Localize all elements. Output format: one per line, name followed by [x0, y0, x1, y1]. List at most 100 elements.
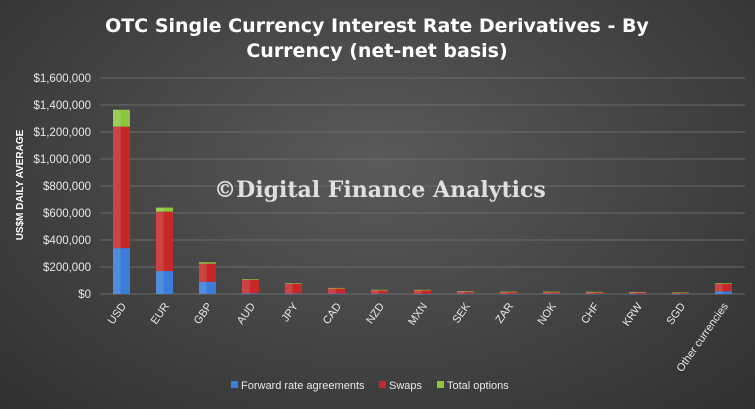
bars — [113, 109, 732, 295]
x-tick-label: EUR — [149, 301, 172, 327]
legend: Forward rate agreements Swaps Total option… — [231, 380, 509, 392]
bar-highlight — [371, 290, 379, 294]
x-tick-label: MXN — [406, 301, 430, 328]
bar-segment-forward-rate-agreements — [629, 293, 646, 295]
bar-segment-total-options — [543, 291, 560, 293]
bar-segment-forward-rate-agreements — [715, 291, 732, 294]
bar-segment-swaps — [672, 292, 689, 294]
bar-highlight — [371, 293, 379, 295]
bar-segment-forward-rate-agreements — [500, 293, 517, 295]
bar-segment-total-options — [715, 283, 732, 284]
bar-highlight — [156, 271, 164, 294]
bar-segment-swaps — [629, 292, 646, 294]
bar-segment-swaps — [113, 126, 130, 249]
bar-highlight — [328, 288, 336, 294]
x-tick-label: ZAR — [494, 301, 516, 326]
bar-highlight — [285, 283, 293, 294]
bar-segment-swaps — [414, 290, 431, 294]
bar-highlight — [457, 291, 465, 294]
bar-segment-total-options — [371, 289, 388, 291]
bar-highlight — [543, 293, 551, 295]
bar-highlight — [629, 291, 637, 293]
bar-segment-swaps — [242, 279, 259, 294]
bar-segment-swaps — [500, 291, 517, 294]
bar-highlight — [629, 293, 637, 295]
legend-swatch-total-options — [437, 381, 444, 388]
bar-highlight — [715, 283, 723, 284]
bar-highlight — [242, 293, 250, 294]
bar-highlight — [199, 262, 207, 264]
bar-segment-total-options — [328, 287, 345, 289]
bar-highlight — [457, 293, 465, 295]
x-tick-label: SEK — [451, 300, 474, 325]
bar-segment-swaps — [285, 283, 302, 294]
bar-highlight — [500, 291, 508, 293]
bar-segment-forward-rate-agreements — [371, 293, 388, 295]
y-tick-label: $200,000 — [43, 262, 91, 274]
bar-highlight — [672, 292, 680, 294]
bar-highlight — [543, 291, 551, 294]
bar-highlight — [586, 291, 594, 294]
bar-segment-swaps — [457, 291, 474, 294]
x-tick-label: USD — [106, 301, 129, 327]
bar-highlight — [156, 211, 164, 272]
legend-label: Total options — [447, 380, 509, 392]
bar-highlight — [242, 279, 250, 294]
legend-swatch-swaps — [379, 381, 386, 388]
bar-highlight — [113, 248, 121, 294]
bar-highlight — [414, 290, 422, 294]
x-tick-label: SGD — [664, 301, 688, 327]
bar-highlight — [328, 293, 336, 295]
bar-segment-forward-rate-agreements — [414, 293, 431, 295]
bar-highlight — [156, 207, 164, 212]
x-tick-label: GBP — [192, 301, 215, 327]
bar-highlight — [328, 287, 336, 289]
bar-segment-forward-rate-agreements — [328, 293, 345, 295]
bar-highlight — [414, 293, 422, 295]
bar-highlight — [285, 293, 293, 295]
y-tick-label: $1,400,000 — [33, 100, 91, 112]
watermark-annotation: ©Digital Finance Analytics — [214, 177, 546, 203]
x-tick-label: CHF — [579, 301, 602, 327]
bar-segment-total-options — [414, 289, 431, 291]
bar-segment-total-options — [629, 291, 646, 293]
y-axis-label: US$M DAILY AVERAGE — [15, 129, 26, 240]
legend-label: Swaps — [389, 380, 423, 392]
bar-segment-total-options — [586, 291, 603, 293]
bar-highlight — [586, 293, 594, 295]
bar-highlight — [113, 126, 121, 249]
bar-highlight — [500, 291, 508, 294]
bar-segment-total-options — [285, 283, 302, 284]
y-axis-ticks: $0 $200,000 $400,000 $600,000 $800,000 $1,000… — [33, 73, 91, 301]
y-tick-label: $0 — [78, 289, 91, 301]
bar-highlight — [715, 283, 723, 292]
bar-highlight — [672, 292, 680, 294]
bar-segment-swaps — [199, 263, 216, 282]
bar-highlight — [285, 283, 293, 284]
bar-highlight — [457, 291, 465, 292]
y-tick-label: $400,000 — [43, 235, 91, 247]
bar-segment-total-options — [156, 207, 173, 212]
bar-segment-forward-rate-agreements — [242, 293, 259, 294]
bar-highlight — [543, 291, 551, 293]
bar-segment-swaps — [715, 283, 732, 292]
bar-segment-forward-rate-agreements — [285, 293, 302, 295]
y-tick-label: $1,200,000 — [33, 127, 91, 139]
bar-segment-total-options — [457, 291, 474, 292]
bar-segment-forward-rate-agreements — [113, 248, 130, 294]
bar-highlight — [586, 291, 594, 293]
bar-segment-swaps — [586, 291, 603, 294]
x-tick-label: NOK — [535, 300, 559, 327]
y-tick-label: $600,000 — [43, 208, 91, 220]
bar-highlight — [371, 289, 379, 291]
bar-segment-forward-rate-agreements — [672, 293, 689, 295]
x-tick-label: CAD — [321, 301, 344, 327]
bar-highlight — [414, 289, 422, 291]
legend-label: Forward rate agreements — [241, 380, 365, 392]
bar-segment-swaps — [328, 288, 345, 294]
bar-highlight — [715, 291, 723, 294]
bar-segment-forward-rate-agreements — [543, 293, 560, 295]
bar-segment-total-options — [113, 109, 130, 127]
